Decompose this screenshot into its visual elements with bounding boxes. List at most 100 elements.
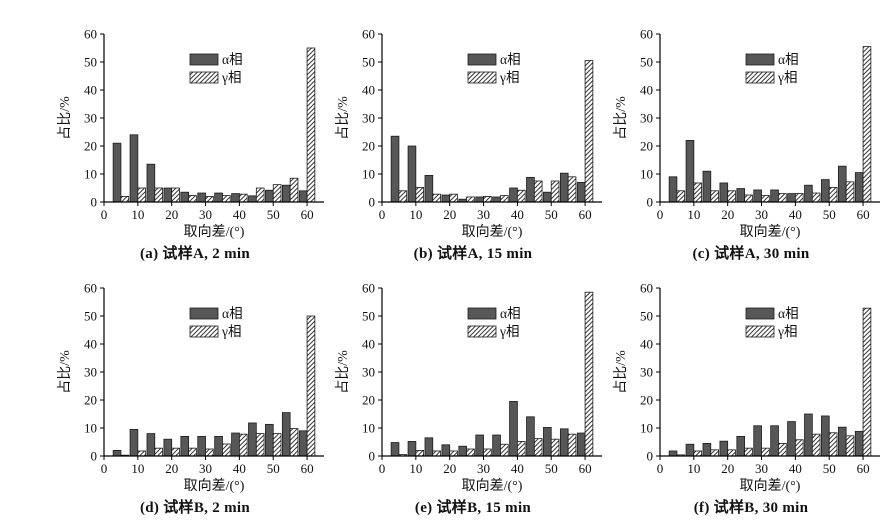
axes-group: 0 10 20 30 40 50 60 0 10 20 30 40 50 60 取向差/(°) 占比/% [613, 281, 880, 494]
gamma-bar [222, 195, 231, 203]
y-tick-label: 10 [362, 421, 375, 436]
alpha-bar [458, 445, 468, 457]
gamma-bar [483, 195, 492, 203]
y-tick-label: 60 [640, 27, 653, 42]
x-tick-label: 60 [579, 207, 592, 222]
gamma-bar [516, 441, 526, 457]
legend-alpha-swatch [189, 307, 219, 320]
x-tick-label: 40 [511, 461, 524, 476]
legend: α相 γ相 [189, 52, 243, 85]
y-tick-label: 0 [369, 195, 376, 210]
alpha-bar [821, 179, 830, 203]
x-tick-label: 0 [657, 461, 664, 476]
gamma-bar [710, 449, 719, 457]
alpha-bar [265, 189, 274, 203]
alpha-bar [719, 440, 729, 457]
alpha-bar [543, 191, 552, 203]
gamma-bar [272, 184, 282, 203]
x-tick-label: 20 [443, 461, 456, 476]
axes-group: 0 10 20 30 40 50 60 0 10 20 30 40 50 60 取向差/(°) 占比/% [57, 27, 324, 240]
alpha-bar [854, 430, 864, 457]
chart-cell-a: 0 10 20 30 40 50 60 0 10 20 30 40 50 60 取向差/(°) 占比/% α相 γ… [56, 20, 334, 270]
gamma-bar [137, 187, 147, 203]
legend-alpha-label: α相 [778, 306, 799, 321]
y-tick-label: 50 [640, 55, 653, 70]
gamma-bar [500, 195, 509, 203]
gamma-bar [306, 47, 316, 203]
gamma-bar [205, 195, 214, 203]
y-tick-label: 40 [640, 337, 653, 352]
gamma-bar [845, 435, 855, 457]
x-tick-label: 0 [101, 461, 108, 476]
legend: α相 γ相 [189, 306, 243, 339]
x-tick-label: 20 [721, 207, 734, 222]
y-tick-label: 40 [362, 83, 375, 98]
y-tick-label: 50 [362, 309, 375, 324]
gamma-bar [306, 315, 316, 457]
alpha-bar [424, 174, 434, 203]
gamma-bar [761, 447, 770, 457]
chart-cell-e: 0 10 20 30 40 50 60 0 10 20 30 40 50 60 取向差/(°) 占比/% α相 γ… [334, 274, 612, 524]
y-tick-label: 0 [647, 195, 654, 210]
x-axis-label: 取向差/(°) [740, 224, 801, 240]
gamma-bar [794, 193, 804, 203]
x-tick-label: 60 [301, 461, 314, 476]
gamma-bar [205, 448, 214, 457]
x-tick-label: 30 [477, 207, 490, 222]
x-axis-label: 取向差/(°) [740, 478, 801, 494]
y-tick-label: 30 [84, 365, 97, 380]
alpha-bar [576, 181, 586, 203]
y-tick-label: 40 [84, 337, 97, 352]
alpha-bar [475, 434, 484, 457]
y-tick-label: 30 [640, 111, 653, 126]
axes-group: 0 10 20 30 40 50 60 0 10 20 30 40 50 60 取向差/(°) 占比/% [335, 281, 602, 494]
alpha-bar [787, 193, 796, 203]
gamma-bar [415, 449, 425, 457]
y-tick-label: 60 [84, 27, 97, 42]
y-tick-label: 40 [84, 83, 97, 98]
legend-gamma-label: γ相 [499, 324, 519, 339]
legend-alpha-swatch [467, 53, 497, 66]
gamma-bar [828, 187, 838, 203]
y-tick-label: 10 [640, 421, 653, 436]
bar-chart-d: 0 10 20 30 40 50 60 0 10 20 30 40 50 60 取向差/(°) 占比/% α相 γ… [57, 281, 324, 494]
gamma-bar [289, 177, 299, 203]
gamma-bar [188, 447, 197, 457]
gamma-bar [584, 60, 594, 203]
x-tick-label: 50 [545, 207, 558, 222]
alpha-bar [543, 427, 552, 457]
y-tick-label: 20 [84, 139, 97, 154]
y-tick-label: 50 [84, 309, 97, 324]
alpha-bar [736, 188, 746, 203]
x-tick-label: 10 [131, 207, 144, 222]
chart-caption-e: (e) 试样B, 15 min [414, 500, 532, 516]
y-tick-label: 20 [640, 393, 653, 408]
bars-group [112, 47, 316, 203]
x-tick-label: 60 [579, 461, 592, 476]
y-tick-label: 0 [91, 195, 98, 210]
gamma-bar [744, 447, 753, 457]
y-tick-label: 10 [640, 167, 653, 182]
alpha-bar [770, 189, 779, 203]
alpha-bar [214, 435, 223, 457]
bar-chart-e: 0 10 20 30 40 50 60 0 10 20 30 40 50 60 取向差/(°) 占比/% α相 γ… [335, 281, 602, 494]
alpha-bar [129, 134, 139, 203]
x-tick-label: 50 [267, 207, 280, 222]
alpha-bar [390, 135, 400, 203]
gamma-bar [811, 433, 821, 457]
gamma-bar [222, 443, 231, 457]
chart-caption-c: (c) 试样A, 30 min [692, 246, 810, 262]
legend-alpha-label: α相 [222, 52, 243, 67]
alpha-bar [248, 422, 257, 457]
x-tick-label: 10 [687, 207, 700, 222]
legend-gamma-label: γ相 [221, 70, 241, 85]
alpha-bar [702, 170, 712, 203]
chart-caption-f: (f) 试样B, 30 min [693, 500, 809, 516]
alpha-bar [526, 176, 535, 203]
alpha-bar [180, 435, 190, 457]
gamma-bar [188, 195, 197, 203]
alpha-bar [231, 432, 240, 457]
x-tick-label: 60 [857, 207, 870, 222]
alpha-bar [821, 415, 830, 457]
gamma-bar [171, 447, 180, 457]
